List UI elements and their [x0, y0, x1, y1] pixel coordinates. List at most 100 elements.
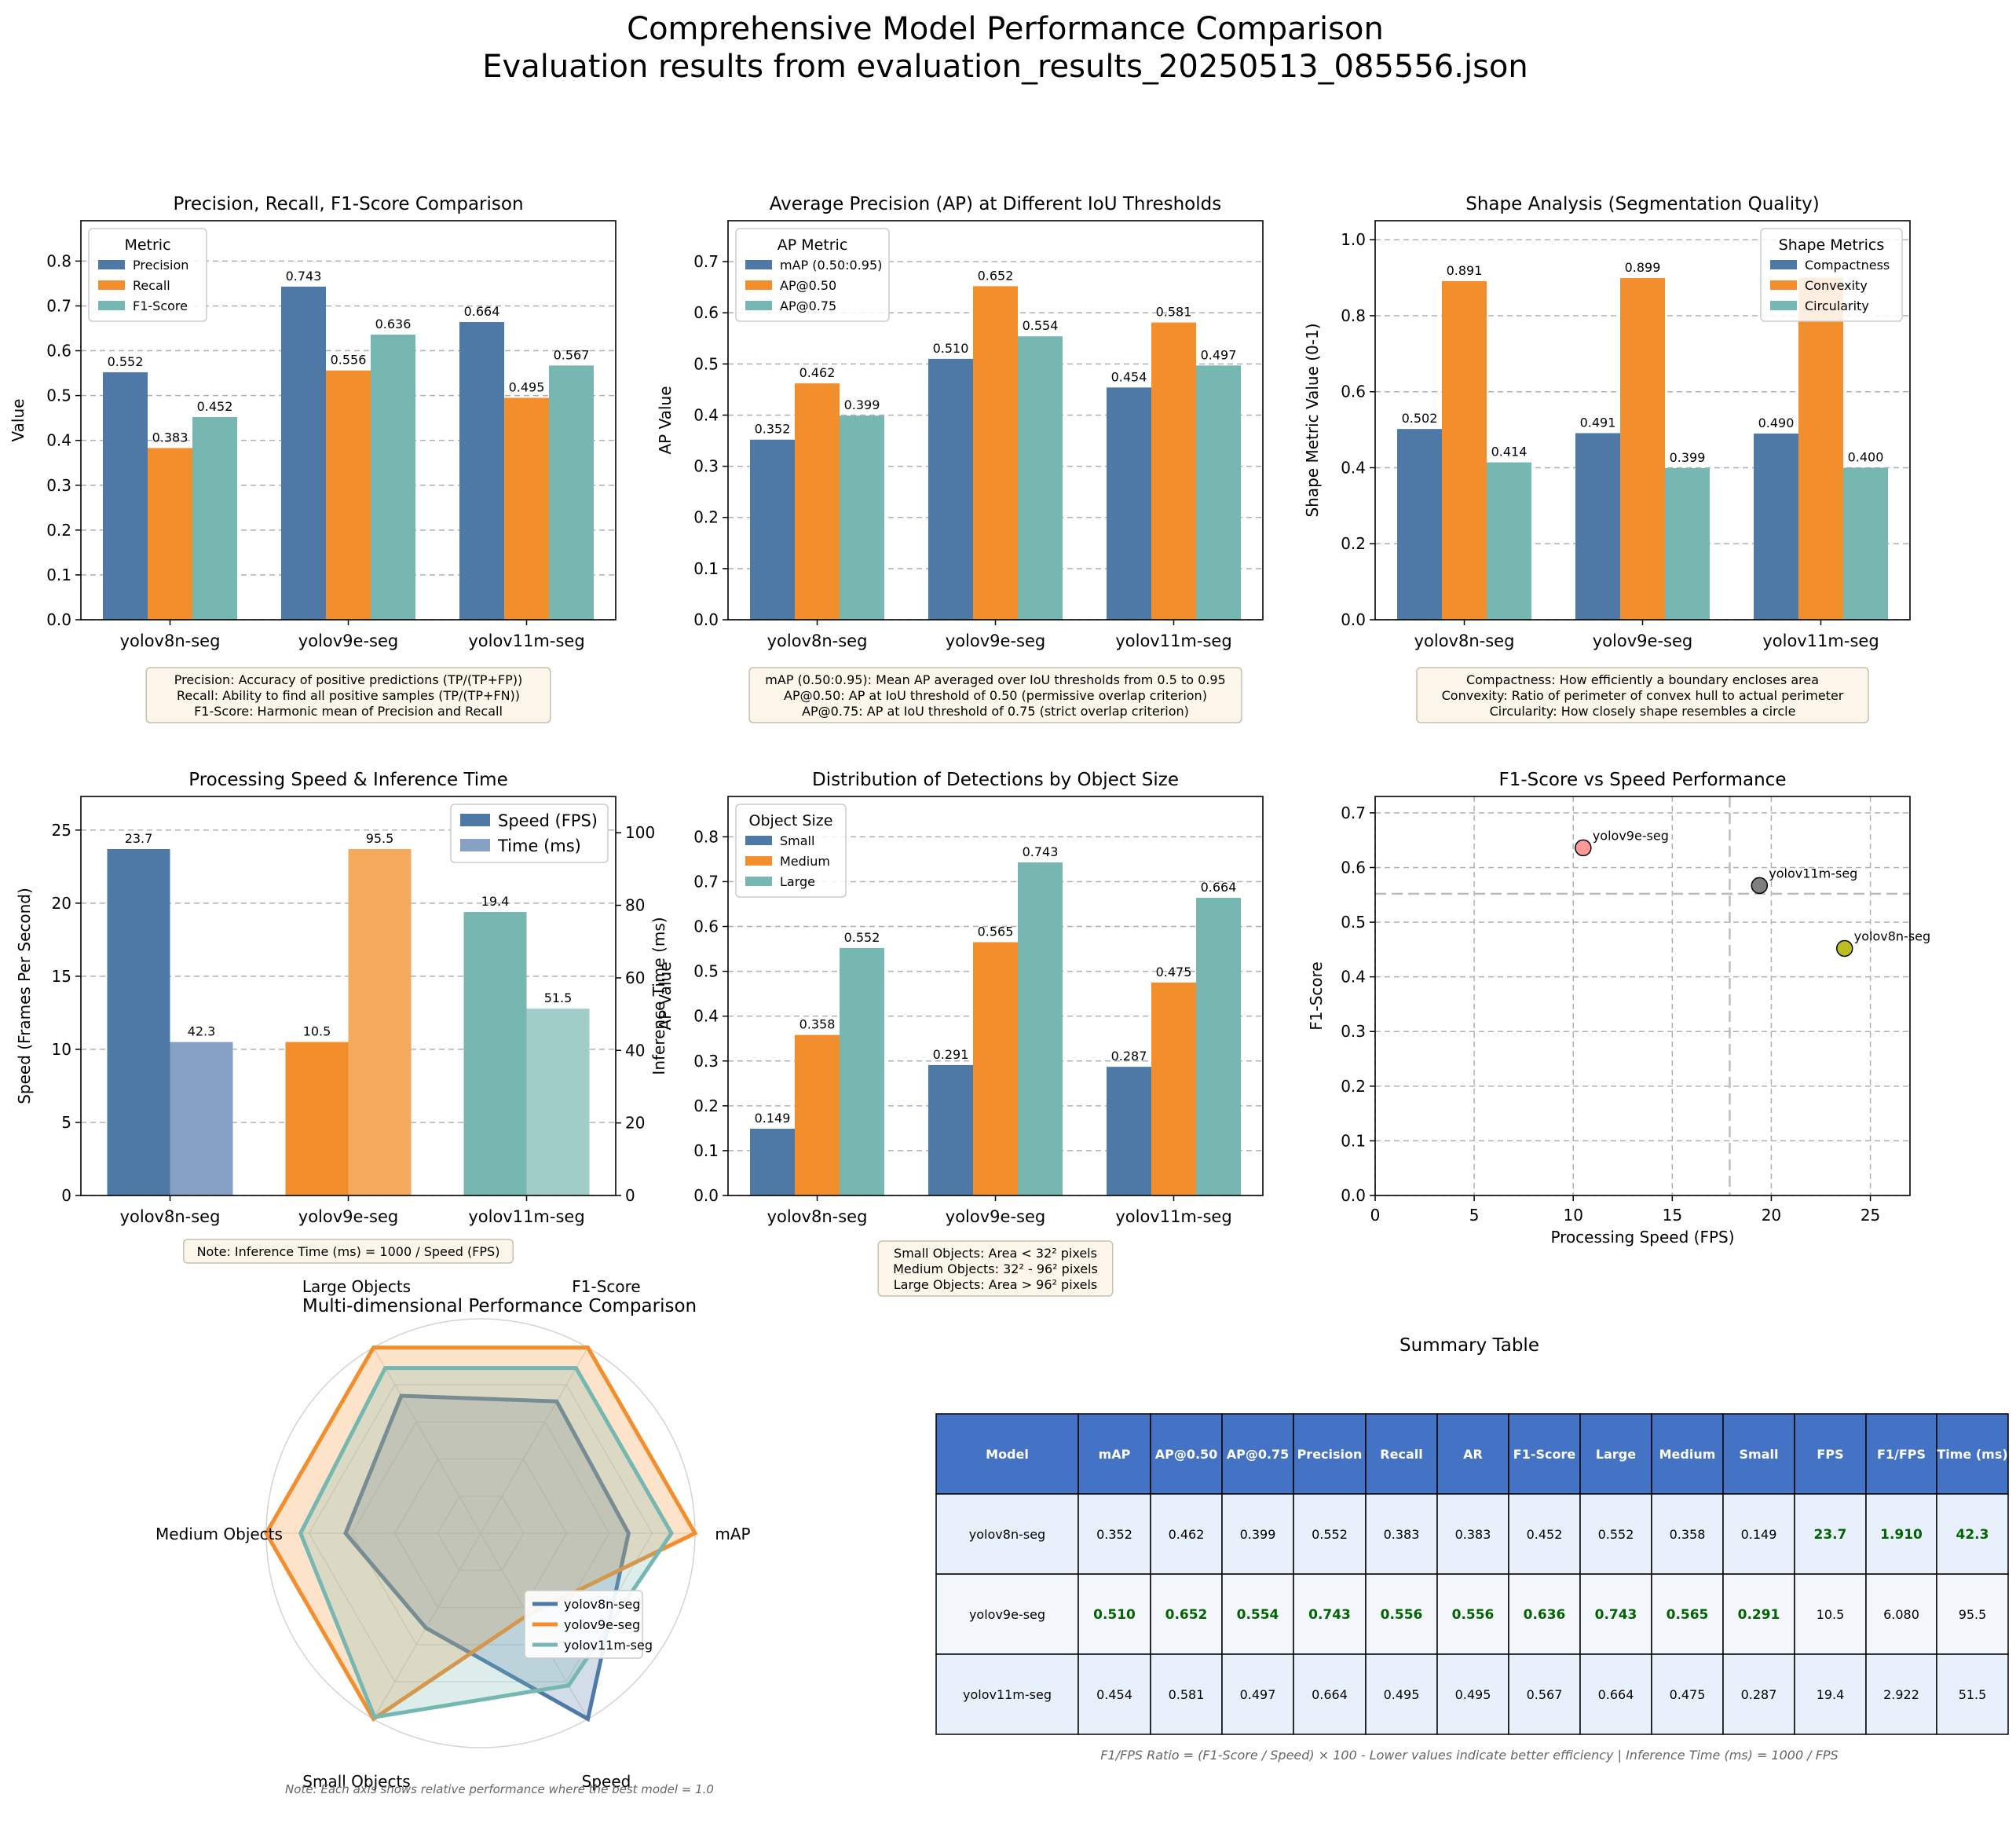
legend-swatch	[745, 280, 772, 290]
table-cell	[935, 1653, 1079, 1735]
x-tick-label: yolov9e-seg	[1593, 632, 1692, 650]
bar-value-label: 0.497	[1201, 347, 1237, 362]
table-cell	[1150, 1573, 1223, 1655]
table-cell-value: 0.454	[1096, 1687, 1132, 1702]
chart-title: Precision, Recall, F1-Score Comparison	[173, 194, 523, 214]
bar-f1-score	[549, 365, 594, 620]
table-cell-value: 0.358	[1670, 1527, 1706, 1542]
note-line: mAP (0.50:0.95): Mean AP averaged over I…	[765, 672, 1225, 687]
bar-value-label: 0.475	[1156, 965, 1192, 979]
table-row-model: yolov9e-seg	[969, 1607, 1045, 1622]
legend-label: Compactness	[1805, 258, 1890, 273]
table-cell-value: 0.743	[1595, 1607, 1637, 1623]
y-tick-label: 0.8	[1341, 306, 1366, 325]
radar-axis-label: mAP	[715, 1525, 750, 1543]
y-tick-label: 0.8	[693, 827, 719, 846]
legend-swatch	[98, 280, 125, 290]
bar-inference-time	[170, 1042, 233, 1195]
bar-value-label: 0.454	[1111, 369, 1147, 384]
table-cell-value: 0.497	[1240, 1687, 1276, 1702]
note-box	[183, 1239, 514, 1264]
legend-label: Time (ms)	[497, 837, 581, 855]
legend-title: Metric	[124, 236, 170, 254]
note-line: Medium Objects: 32² - 96² pixels	[893, 1261, 1098, 1276]
table-cell	[1221, 1493, 1294, 1575]
table-cell-value: 0.652	[1165, 1607, 1208, 1623]
table-title: Summary Table	[1399, 1335, 1539, 1356]
bar-value-label: 0.358	[799, 1017, 836, 1032]
y-axis-label: Value	[9, 399, 27, 442]
y-tick-label: 0.1	[693, 1141, 719, 1160]
y-tick-label: 0.0	[1341, 1186, 1366, 1205]
bar-f1-score	[371, 334, 415, 620]
table-cell	[1293, 1573, 1367, 1655]
legend-label: Speed (FPS)	[498, 811, 598, 830]
radar-note: Note: Each axis shows relative performan…	[285, 1782, 714, 1796]
legend-label: AP@0.50	[780, 278, 836, 293]
note-line: Recall: Ability to find all positive sam…	[177, 688, 520, 703]
table-cell	[1651, 1493, 1724, 1575]
table-header-cell	[1293, 1413, 1367, 1495]
table-header-label: Recall	[1380, 1447, 1422, 1462]
y-tick-label: 0.2	[1341, 1077, 1366, 1096]
y-tick-label: 0.4	[1341, 458, 1366, 477]
legend-box	[524, 1590, 643, 1659]
bar-speed	[107, 848, 170, 1195]
table-header-label: FPS	[1817, 1447, 1843, 1462]
note-line: Large Objects: Area > 96² pixels	[894, 1277, 1097, 1292]
table-header-cell	[1651, 1413, 1724, 1495]
scatter-point-yolov8n-seg	[1836, 939, 1853, 957]
table-cell-value: 0.352	[1096, 1527, 1132, 1542]
legend-swatch	[1770, 280, 1797, 290]
bar-value-label: 0.287	[1111, 1049, 1147, 1064]
table-header-cell	[1865, 1413, 1937, 1495]
x-tick-label: yolov8n-seg	[1414, 632, 1515, 650]
y-tick-label: 0.4	[1341, 968, 1366, 987]
table-cell-value: 1.910	[1880, 1527, 1923, 1543]
bar-circularity	[1665, 467, 1710, 620]
radar-axis-label: Medium Objects	[155, 1525, 283, 1543]
y-tick-label: 0.1	[1341, 1131, 1366, 1150]
table-header-label: AP@0.75	[1227, 1447, 1290, 1462]
table-cell-value: 0.636	[1524, 1607, 1566, 1623]
bar-recall	[326, 370, 371, 620]
legend-title: Object Size	[749, 812, 833, 829]
note-line: Small Objects: Area < 32² pixels	[894, 1246, 1097, 1261]
y-axis-label: Speed (Frames Per Second)	[15, 888, 34, 1104]
radar-spoke	[372, 1347, 481, 1534]
y-tick-label: 0.4	[693, 1007, 719, 1026]
y-axis-label: Shape Metric Value (0-1)	[1303, 323, 1322, 517]
chart-f1-vs-speed: 0.0 0.1 0.2 0.3 0.4 0.5 0.6 0.7 0 5 10 15 20 25 yolov9…	[1307, 770, 1930, 1247]
bar-precision	[459, 321, 504, 620]
table-cell-value: 0.581	[1169, 1687, 1205, 1702]
bar-ap-0-75	[1018, 336, 1063, 620]
y-tick-label: 0.6	[1341, 383, 1366, 401]
axes-frame	[1374, 220, 1911, 621]
table-header-cell	[1150, 1413, 1223, 1495]
table-header-cell	[1221, 1413, 1294, 1495]
x-tick-label: yolov8n-seg	[120, 1207, 221, 1226]
legend-box	[1760, 228, 1903, 322]
legend-box	[88, 228, 207, 322]
bar-compactness	[1397, 429, 1442, 620]
table-cell	[1936, 1653, 2009, 1735]
table-cell	[1579, 1653, 1652, 1735]
y-tick-label: 0.0	[46, 610, 71, 629]
table-cell-value: 0.383	[1455, 1527, 1491, 1542]
bar-map-0-50-0-95	[928, 358, 973, 620]
chart-radar: Multi-dimensional Performance Comparison…	[155, 1277, 751, 1796]
table-header-cell	[1436, 1413, 1509, 1495]
table-header-label: F1/FPS	[1877, 1447, 1926, 1462]
figure-title: Comprehensive Model Performance Comparis…	[627, 11, 1384, 47]
legend-label: Convexity	[1805, 278, 1868, 293]
note-line: Circularity: How closely shape resembles…	[1490, 704, 1796, 719]
bar-medium	[1151, 982, 1196, 1195]
table-header-label: Large	[1596, 1447, 1636, 1462]
bar-value-label: 0.452	[197, 399, 233, 414]
y-tick-label: 0.2	[1341, 534, 1366, 553]
bar-value-label: 0.149	[755, 1111, 791, 1126]
bar-value-label: 0.400	[1848, 449, 1884, 464]
y-tick-label: 20	[52, 894, 71, 913]
summary-table: Summary Table Model mAP AP@0.50 AP@0.75 Preci…	[935, 1335, 2009, 1763]
axes-frame	[727, 220, 1264, 621]
